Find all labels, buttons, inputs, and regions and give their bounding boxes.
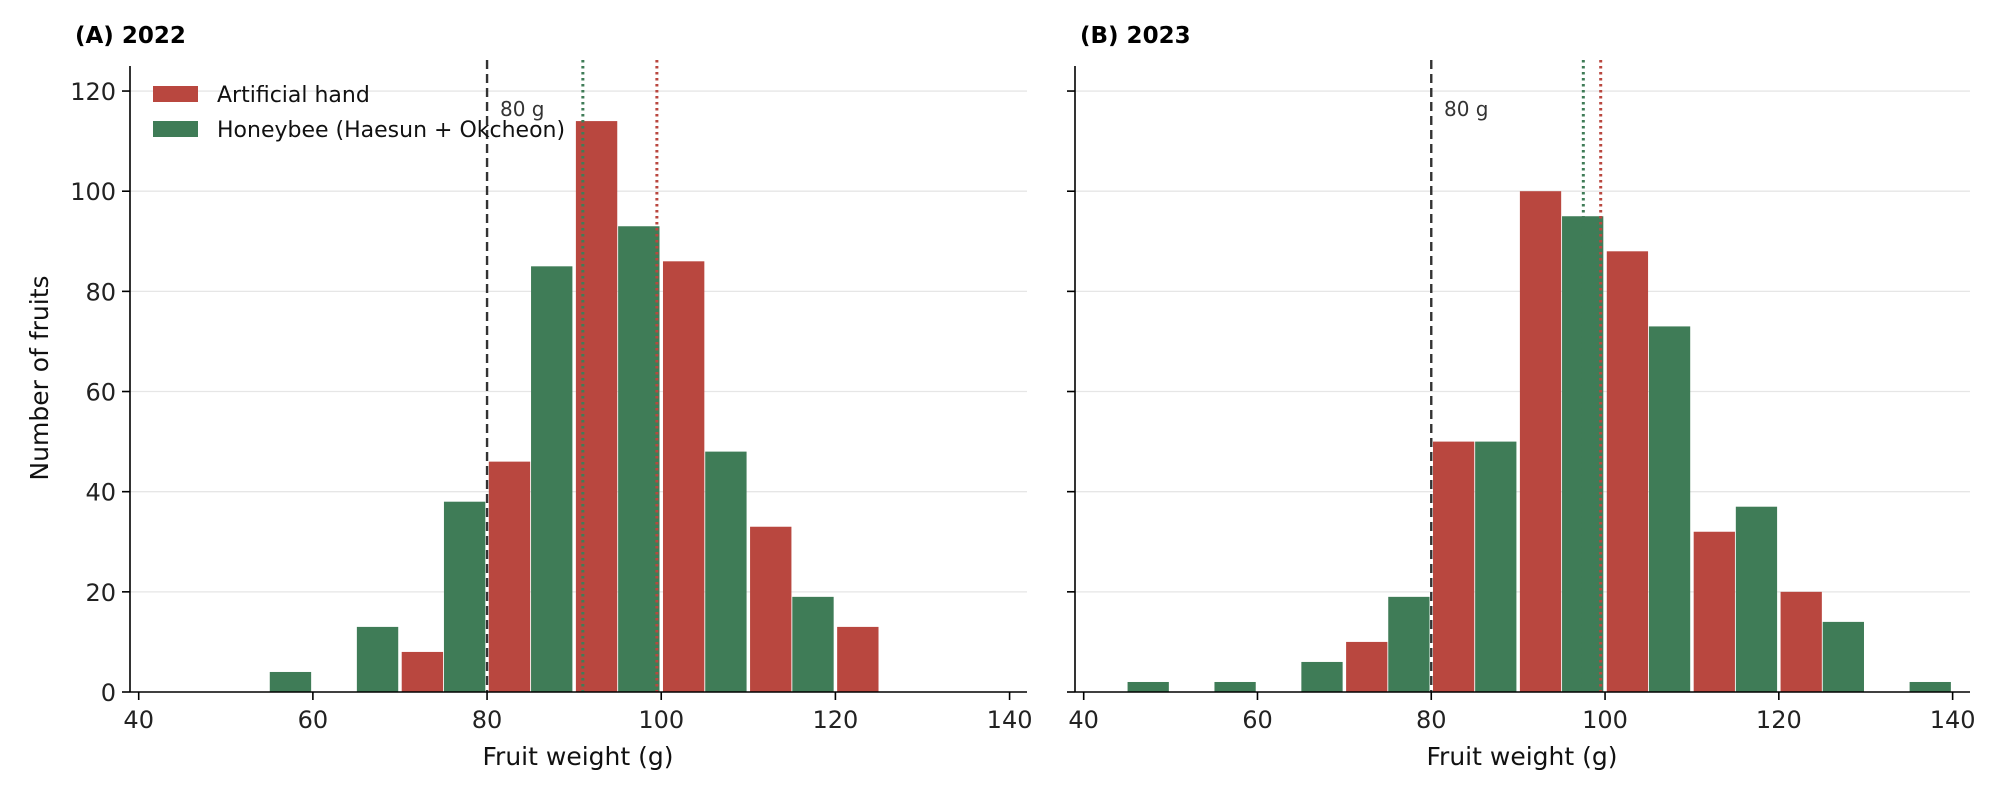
panel-b-threshold-label: 80 g <box>1444 97 1489 121</box>
panel-a-bar-honeybee <box>618 226 660 693</box>
y-axis-label: Number of fruits <box>25 275 54 480</box>
panel-b-bar-honeybee <box>1301 661 1343 692</box>
panel-b-bar-artificial <box>1780 591 1822 692</box>
panel-b-bar-honeybee <box>1909 681 1951 692</box>
panel-b-bar-artificial <box>1433 441 1475 692</box>
panel-b-title: (B) 2023 <box>1080 23 1191 49</box>
legend-swatch-honeybee <box>153 121 198 137</box>
panel-a-title: (A) 2022 <box>75 23 186 49</box>
panel-b-x-tick-label: 140 <box>1930 706 1976 734</box>
panel-a-x-tick-label: 60 <box>298 706 329 734</box>
panel-a-x-tick-label: 80 <box>472 706 503 734</box>
panel-b-bar-honeybee <box>1735 506 1778 692</box>
panel-a-y-tick-label: 80 <box>85 278 116 306</box>
panel-a-y-tick-label: 60 <box>85 379 116 407</box>
panel-a-x-tick-label: 120 <box>813 706 859 734</box>
panel-a-bar-artificial <box>488 461 531 692</box>
panel-b: (B) 2023 40 60 80 100 120 140 80 g Fruit weig… <box>1067 23 1976 771</box>
panel-b-bar-honeybee <box>1822 621 1864 692</box>
panel-a-bar-artificial <box>401 651 444 692</box>
panel-a-y-tick-label: 0 <box>101 679 116 707</box>
panel-a-bar-artificial <box>750 526 792 692</box>
panel-b-bar-honeybee <box>1214 681 1256 692</box>
panel-a-bar-honeybee <box>356 626 399 692</box>
legend: Artificial hand Honeybee (Haesun + Okche… <box>153 83 565 143</box>
panel-a-ticks: 40 60 80 100 120 140 0 20 40 60 80 100 120 <box>70 78 1032 734</box>
panel-b-x-tick-label: 80 <box>1416 706 1447 734</box>
panel-b-bar-artificial <box>1606 251 1649 692</box>
panel-b-bar-artificial <box>1519 191 1562 692</box>
panel-b-bar-artificial <box>1346 641 1388 692</box>
panel-a-bar-artificial <box>837 626 879 692</box>
panel-b-bar-honeybee <box>1127 681 1169 692</box>
panel-a-y-tick-label: 20 <box>85 579 116 607</box>
panel-a-y-tick-label: 40 <box>85 479 116 507</box>
panel-b-x-tick-label: 40 <box>1068 706 1099 734</box>
legend-swatch-artificial-hand <box>153 86 198 102</box>
panel-b-x-axis-label: Fruit weight (g) <box>1427 742 1618 771</box>
panel-b-ticks: 40 60 80 100 120 140 <box>1067 90 1976 734</box>
panel-b-bar-honeybee <box>1562 216 1604 693</box>
panel-a-x-tick-label: 140 <box>987 706 1033 734</box>
legend-label-honeybee: Honeybee (Haesun + Okcheon) <box>217 118 565 143</box>
panel-a-bar-honeybee <box>705 451 747 692</box>
panel-a-threshold-label: 80 g <box>500 97 545 121</box>
panel-a-reference-lines <box>485 60 659 692</box>
panel-b-x-tick-label: 120 <box>1756 706 1802 734</box>
panel-a: (A) 2022 40 60 80 100 120 140020406080100120 … <box>70 23 1032 771</box>
panel-a-bar-honeybee <box>269 671 312 692</box>
panel-a-x-tick-label: 40 <box>123 706 154 734</box>
panel-a-y-tick-label: 120 <box>70 78 116 106</box>
panel-a-y-tick-label: 100 <box>70 178 116 206</box>
legend-label-artificial-hand: Artificial hand <box>217 83 370 108</box>
panel-b-x-tick-label: 60 <box>1242 706 1273 734</box>
panel-b-bar-artificial <box>1693 531 1735 692</box>
panel-b-bar-honeybee <box>1388 596 1430 692</box>
panel-b-bars <box>1127 191 1951 693</box>
panel-a-x-axis-label: Fruit weight (g) <box>483 742 674 771</box>
panel-b-axes <box>1074 66 1970 693</box>
panel-a-bar-honeybee <box>443 501 486 692</box>
panel-a-bars <box>269 121 879 693</box>
panel-b-bar-honeybee <box>1648 326 1691 692</box>
panel-b-bar-honeybee <box>1475 441 1517 692</box>
panel-a-bar-artificial <box>662 261 705 692</box>
panel-b-reference-lines <box>1430 60 1603 692</box>
panel-a-x-tick-label: 100 <box>638 706 684 734</box>
panel-a-bar-honeybee <box>531 266 573 692</box>
panel-b-x-tick-label: 100 <box>1582 706 1628 734</box>
panel-a-bar-honeybee <box>792 596 834 692</box>
panel-a-axes <box>129 66 1027 693</box>
